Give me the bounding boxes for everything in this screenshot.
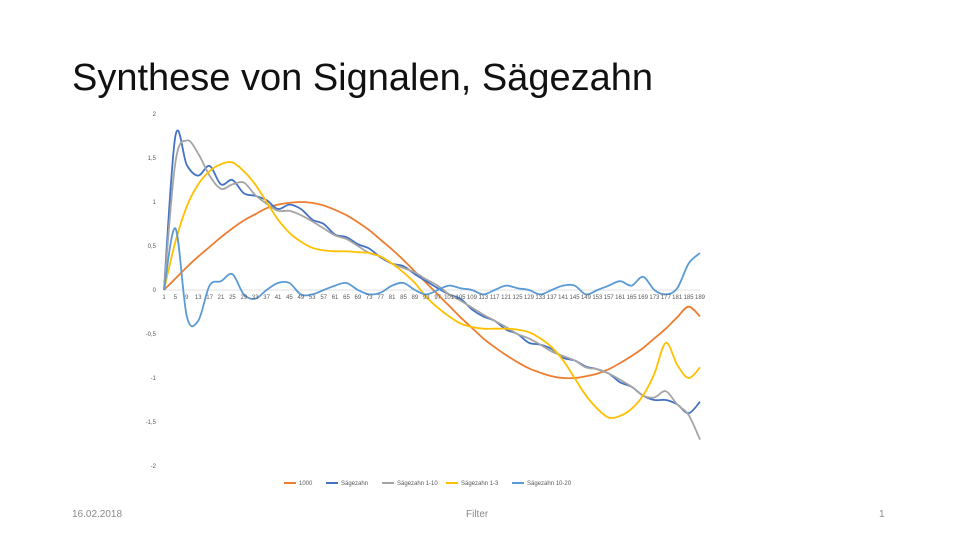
legend-label: Sägezahn 1-10 (397, 481, 438, 487)
footer-center-text: Filter (466, 509, 489, 520)
x-tick-label: 81 (389, 295, 396, 301)
x-tick-label: 53 (309, 295, 316, 301)
series-lines (163, 129, 701, 440)
x-tick-label: 85 (400, 295, 407, 301)
x-axis-tick-labels: 1 5 9 13 17 21 25 29 33 37 41 45 49 53 57 61 65 69 73 77 81 8… (162, 295, 705, 301)
x-tick-label: 41 (275, 295, 282, 301)
x-tick-label: 157 (604, 295, 615, 301)
x-tick-label: 93 (423, 295, 430, 301)
x-tick-label: 1 (162, 295, 166, 301)
x-tick-label: 125 (513, 295, 524, 301)
x-tick-label: 161 (615, 295, 626, 301)
x-tick-label: 149 (581, 295, 592, 301)
x-tick-label: 97 (434, 295, 441, 301)
legend-label: Sägezahn (341, 481, 368, 487)
x-tick-label: 169 (638, 295, 649, 301)
x-tick-label: 37 (263, 295, 270, 301)
y-tick-label: 1,5 (148, 156, 157, 162)
x-tick-label: 133 (535, 295, 546, 301)
x-tick-label: 153 (592, 295, 603, 301)
x-tick-label: 105 (456, 295, 467, 301)
x-tick-label: 25 (229, 295, 236, 301)
y-tick-label: -1,5 (146, 420, 157, 426)
x-tick-label: 21 (218, 295, 225, 301)
series-line-1000 (163, 201, 701, 380)
footer-date: 16.02.2018 (72, 509, 123, 520)
series-line-sägezahn-1-3 (163, 161, 701, 419)
x-tick-label: 73 (366, 295, 373, 301)
x-tick-label: 89 (412, 295, 419, 301)
x-tick-label: 145 (570, 295, 581, 301)
x-tick-label: 165 (627, 295, 638, 301)
x-tick-label: 117 (490, 295, 500, 301)
x-tick-label: 65 (343, 295, 350, 301)
legend-label: Sägezahn 1-3 (461, 481, 499, 487)
x-tick-label: 29 (240, 295, 247, 301)
series-line-sägezahn-1-10 (163, 139, 701, 440)
series-line-sägezahn-10-20 (163, 227, 701, 328)
x-tick-label: 33 (252, 295, 259, 301)
x-tick-label: 129 (524, 295, 535, 301)
legend: 1000 Sägezahn Sägezahn 1-10 Sägezahn 1-3 Säg… (284, 481, 572, 487)
x-tick-label: 9 (185, 295, 189, 301)
x-tick-label: 121 (501, 295, 512, 301)
x-tick-label: 69 (355, 295, 362, 301)
x-tick-label: 113 (479, 295, 489, 301)
x-tick-label: 185 (684, 295, 695, 301)
x-tick-label: 17 (206, 295, 213, 301)
x-tick-label: 101 (444, 295, 455, 301)
y-tick-label: 2 (153, 112, 157, 118)
x-tick-label: 141 (558, 295, 569, 301)
slide-title: Synthese von Signalen, Sägezahn (72, 57, 653, 99)
x-tick-label: 177 (661, 295, 672, 301)
x-tick-label: 173 (649, 295, 660, 301)
slide-number: 1 (879, 509, 885, 520)
x-tick-label: 49 (298, 295, 305, 301)
legend-label: Sägezahn 10-20 (527, 481, 572, 487)
x-tick-label: 45 (286, 295, 293, 301)
y-tick-label: 0 (153, 288, 157, 294)
y-tick-label: 0,5 (148, 244, 157, 250)
y-tick-label: 1 (153, 200, 157, 206)
x-tick-label: 137 (547, 295, 558, 301)
y-tick-label: -2 (151, 464, 157, 470)
legend-label: 1000 (299, 481, 313, 487)
x-tick-label: 13 (195, 295, 202, 301)
x-tick-label: 57 (320, 295, 327, 301)
x-tick-label: 61 (332, 295, 339, 301)
x-tick-label: 109 (467, 295, 478, 301)
y-tick-label: -0,5 (146, 332, 157, 338)
y-axis-tick-labels: 2 1,5 1 0,5 0 -0,5 -1 -1,5 -2 (146, 112, 157, 470)
x-tick-label: 181 (672, 295, 683, 301)
x-tick-label: 189 (695, 295, 706, 301)
y-tick-label: -1 (151, 376, 157, 382)
x-tick-label: 5 (174, 295, 178, 301)
x-tick-label: 77 (377, 295, 384, 301)
